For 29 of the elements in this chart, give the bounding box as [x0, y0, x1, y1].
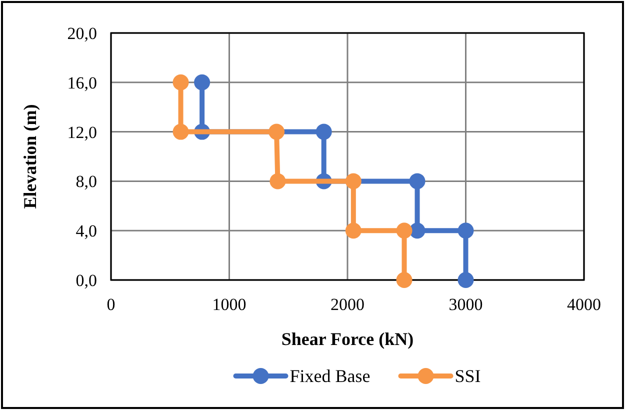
y-axis-title: Elevation (m) [20, 104, 40, 209]
legend-label: Fixed Base [290, 366, 370, 386]
point [396, 222, 412, 239]
point [270, 173, 286, 190]
point [172, 74, 189, 90]
point [268, 124, 285, 140]
y-tick-label: 4,0 [76, 222, 97, 241]
x-axis-title: Shear Force (kN) [281, 329, 414, 349]
y-tick-label: 8,0 [76, 172, 97, 192]
x-tick-label: 4000 [567, 295, 601, 314]
y-tick-label: 0,0 [76, 271, 97, 290]
point [409, 173, 426, 190]
point [458, 272, 474, 288]
point [345, 222, 362, 239]
x-tick-label: 1000 [212, 295, 246, 314]
x-tick-label: 2000 [330, 295, 364, 314]
point [172, 124, 189, 140]
y-tick-label: 16,0 [67, 73, 97, 92]
point [194, 74, 210, 90]
y-tick-label: 20,0 [67, 24, 97, 43]
point [345, 173, 362, 190]
legend-label: SSI [454, 366, 481, 386]
y-tick-label: 12,0 [67, 122, 97, 142]
point [458, 222, 474, 239]
point [316, 124, 332, 140]
x-tick-label: 3000 [448, 295, 483, 314]
point [409, 222, 426, 239]
x-tick-label: 0 [106, 295, 116, 314]
point [396, 272, 412, 288]
